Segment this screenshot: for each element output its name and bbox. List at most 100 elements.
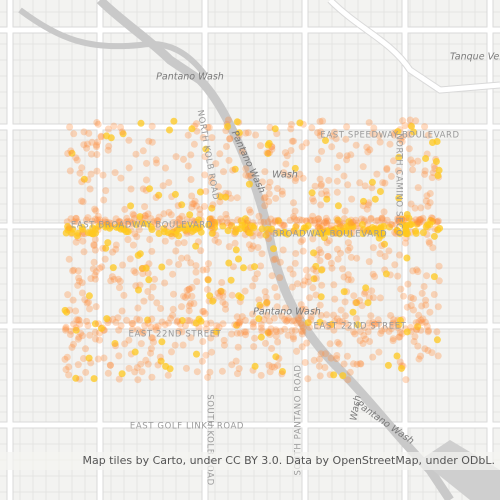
point xyxy=(278,370,286,378)
point xyxy=(358,302,366,310)
point xyxy=(193,368,201,376)
point xyxy=(83,317,91,325)
point xyxy=(378,214,386,222)
point xyxy=(317,249,325,257)
point xyxy=(414,323,422,331)
point xyxy=(401,122,409,130)
point xyxy=(331,128,338,136)
point xyxy=(90,242,98,249)
point xyxy=(434,172,442,179)
point xyxy=(147,345,155,353)
point xyxy=(288,137,296,145)
point xyxy=(261,193,269,201)
point xyxy=(349,308,357,316)
point xyxy=(222,193,230,201)
point xyxy=(403,328,411,336)
point xyxy=(287,125,295,133)
point xyxy=(326,321,334,329)
point xyxy=(387,172,395,180)
point xyxy=(72,324,80,332)
point xyxy=(333,163,341,171)
point xyxy=(136,250,144,258)
point xyxy=(132,269,139,276)
point xyxy=(69,296,77,304)
point xyxy=(407,294,415,301)
point xyxy=(297,238,305,246)
point xyxy=(283,316,291,324)
point xyxy=(67,327,75,335)
point xyxy=(220,341,228,349)
point xyxy=(314,156,322,163)
point xyxy=(297,301,305,309)
point xyxy=(215,238,222,246)
point xyxy=(260,194,268,202)
point xyxy=(275,355,283,362)
point xyxy=(356,297,364,304)
point xyxy=(91,215,99,223)
point xyxy=(364,299,372,307)
point xyxy=(137,340,145,348)
point xyxy=(424,202,432,210)
point xyxy=(226,135,234,143)
point xyxy=(92,229,100,237)
point xyxy=(104,125,112,133)
point xyxy=(90,258,98,266)
point xyxy=(281,325,289,333)
point xyxy=(146,185,153,193)
point xyxy=(331,295,339,303)
point xyxy=(417,204,425,212)
point xyxy=(233,321,241,329)
point xyxy=(317,182,325,190)
point xyxy=(330,326,338,334)
map-label: EAST GOLF LINKS ROAD xyxy=(130,422,244,432)
point xyxy=(66,123,74,131)
point xyxy=(378,214,386,222)
point xyxy=(347,253,355,261)
point xyxy=(90,241,98,249)
map-label: Pantano Wash xyxy=(253,307,321,318)
point xyxy=(386,223,393,231)
point xyxy=(291,177,299,185)
point xyxy=(291,164,299,172)
point xyxy=(235,319,243,327)
point xyxy=(104,146,112,154)
point xyxy=(361,324,369,331)
point xyxy=(76,169,84,177)
point xyxy=(166,126,173,134)
point xyxy=(424,131,432,139)
point xyxy=(395,333,403,341)
point xyxy=(312,291,320,299)
point xyxy=(233,313,241,321)
point xyxy=(91,329,99,336)
point xyxy=(412,229,420,237)
point xyxy=(397,136,405,143)
point xyxy=(129,210,137,218)
point xyxy=(165,319,172,327)
point xyxy=(225,243,233,251)
point xyxy=(125,136,133,144)
point xyxy=(274,217,282,225)
point xyxy=(251,334,259,342)
point xyxy=(112,318,120,326)
point xyxy=(291,326,299,334)
point xyxy=(264,141,272,149)
point xyxy=(336,317,344,325)
point xyxy=(148,334,156,341)
point xyxy=(268,345,276,352)
point xyxy=(144,288,152,295)
point xyxy=(365,258,373,266)
point xyxy=(356,337,364,345)
point xyxy=(154,224,162,232)
point xyxy=(430,273,438,281)
point xyxy=(432,158,440,165)
point xyxy=(312,262,320,270)
point xyxy=(347,151,355,159)
point xyxy=(82,216,90,224)
point xyxy=(375,132,383,140)
point xyxy=(266,331,274,338)
point xyxy=(150,218,158,226)
point xyxy=(169,311,177,319)
point xyxy=(364,201,372,209)
point xyxy=(381,179,389,187)
point xyxy=(309,284,317,292)
